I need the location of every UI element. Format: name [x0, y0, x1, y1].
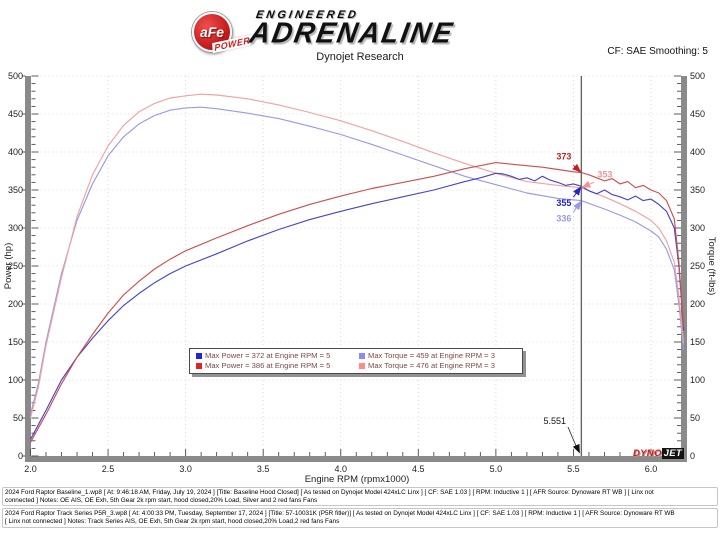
y-tick-label-left: 500	[8, 71, 23, 81]
y-tick-label-left: 50	[13, 413, 23, 423]
x-tick-label: 4.0	[334, 464, 347, 474]
series-curves	[29, 93, 685, 443]
dynojet-logo: DYNO JET	[633, 448, 684, 459]
annotation-value: 373	[556, 152, 571, 162]
x-tick-label: 5.0	[490, 464, 503, 474]
y-tick-label-left: 300	[8, 223, 23, 233]
y-tick-label-left: 200	[8, 299, 23, 309]
y-tick-label-left: 350	[8, 185, 23, 195]
legend-label: Max Torque = 459 at Engine RPM = 3	[368, 351, 495, 360]
chart-legend: Max Power = 372 at Engine RPM = 5 Max Tor…	[189, 348, 523, 374]
y-tick-label-left: 250	[8, 261, 23, 271]
x-tick-label: 3.0	[179, 464, 192, 474]
legend-item: Max Power = 386 at Engine RPM = 5	[196, 361, 355, 370]
run-block-track-series: 2024 Ford Raptor Track Series P5R_3.wp8 …	[2, 508, 718, 528]
cursor-annotations: 373 353 355 336	[556, 152, 612, 224]
y-tick-label-right: 350	[690, 185, 705, 195]
y-axis-label-right: Torque (ft-lbs)	[706, 237, 717, 296]
legend-label: Max Power = 386 at Engine RPM = 5	[205, 361, 331, 370]
run-info-line: connected ] Notes: OE AIS, OE Exh, 5th G…	[5, 496, 318, 504]
x-tick-label: 6.0	[645, 464, 658, 474]
y-tick-label-right: 450	[690, 109, 705, 119]
annotation-value: 336	[556, 214, 571, 224]
cf-smoothing-label: CF: SAE Smoothing: 5	[607, 46, 708, 57]
y-tick-label-left: 150	[8, 337, 23, 347]
dynojet-logo-dyno: DYNO	[633, 448, 662, 459]
y-tick-label-left: 400	[8, 147, 23, 157]
x-axis-label: Engine RPM (rpmx1000)	[305, 474, 410, 485]
run-info-line: [ Linx not connected ] Notes: Track Seri…	[5, 518, 340, 526]
series-track-series-torque	[29, 93, 685, 419]
series-track-series-power	[29, 162, 685, 443]
legend-swatch-icon	[359, 362, 365, 369]
run-info-line: 2024 Ford Raptor Track Series P5R_3.wp8 …	[5, 510, 675, 518]
afe-adrenaline-logo: aFe POWER ENGINEERED ADRENALINE	[188, 6, 508, 54]
cursor-rpm-label: 5.551	[543, 416, 566, 426]
y-tick-label-right: 50	[690, 413, 700, 423]
y-tick-label-right: 100	[690, 375, 705, 385]
legend-item: Max Torque = 476 at Engine RPM = 3	[359, 361, 518, 370]
y-tick-label-left: 0	[18, 451, 23, 461]
header: aFe POWER ENGINEERED ADRENALINE Dynojet …	[0, 0, 720, 68]
gridlines	[32, 75, 681, 456]
run-block-baseline: 2024 Ford Raptor Baseline_1.wp8 [ At: 9:…	[2, 487, 718, 507]
x-tick-labels: 2.0 2.5 3.0 3.5 4.0 4.5 5.0 5.5 6.0	[24, 464, 657, 474]
legend-item: Max Power = 372 at Engine RPM = 5	[196, 351, 355, 360]
dynojet-logo-jet: JET	[661, 448, 684, 459]
run-info-footer: 2024 Ford Raptor Baseline_1.wp8 [ At: 9:…	[2, 487, 718, 530]
y-tick-label-right: 400	[690, 147, 705, 157]
y-tick-label-right: 300	[690, 223, 705, 233]
x-tick-label: 3.5	[257, 464, 270, 474]
x-tick-label: 5.5	[567, 464, 580, 474]
axis-bars	[25, 76, 687, 462]
y-tick-label-right: 500	[690, 71, 705, 81]
y-tick-label-left: 450	[8, 109, 23, 119]
x-tick-label: 2.0	[24, 464, 37, 474]
cursor-label-group: 5.551	[543, 416, 580, 454]
run-info-line: 2024 Ford Raptor Baseline_1.wp8 [ At: 9:…	[5, 489, 654, 496]
legend-label: Max Power = 372 at Engine RPM = 5	[205, 351, 331, 360]
y-tick-label-right: 150	[690, 337, 705, 347]
legend-swatch-icon	[196, 362, 202, 369]
y-tick-labels: 0 0 50 50 100 100 150 150 200 200 250 250 300 300 350 3…	[8, 71, 705, 461]
y-axis-label-left: Power (hp)	[3, 243, 14, 289]
y-tick-label-right: 250	[690, 261, 705, 271]
x-tick-label: 2.5	[102, 464, 115, 474]
y-tick-label-right: 200	[690, 299, 705, 309]
y-tick-label-right: 0	[690, 451, 695, 461]
chart-title: Dynojet Research	[316, 51, 404, 63]
legend-swatch-icon	[196, 352, 202, 359]
legend-label: Max Torque = 476 at Engine RPM = 3	[368, 361, 495, 370]
series-baseline-torque	[29, 106, 685, 415]
afe-power-badge-icon: aFe	[192, 12, 232, 52]
afe-badge-text: aFe	[199, 24, 225, 40]
legend-item: Max Torque = 459 at Engine RPM = 3	[359, 351, 518, 360]
x-tick-label: 4.5	[412, 464, 425, 474]
legend-swatch-icon	[359, 352, 365, 359]
annotation-value: 353	[597, 170, 612, 180]
y-tick-label-left: 100	[8, 375, 23, 385]
series-baseline-power	[29, 172, 685, 440]
logo-adrenaline-text: ADRENALINE	[247, 16, 457, 49]
annotation-value: 355	[556, 198, 571, 208]
